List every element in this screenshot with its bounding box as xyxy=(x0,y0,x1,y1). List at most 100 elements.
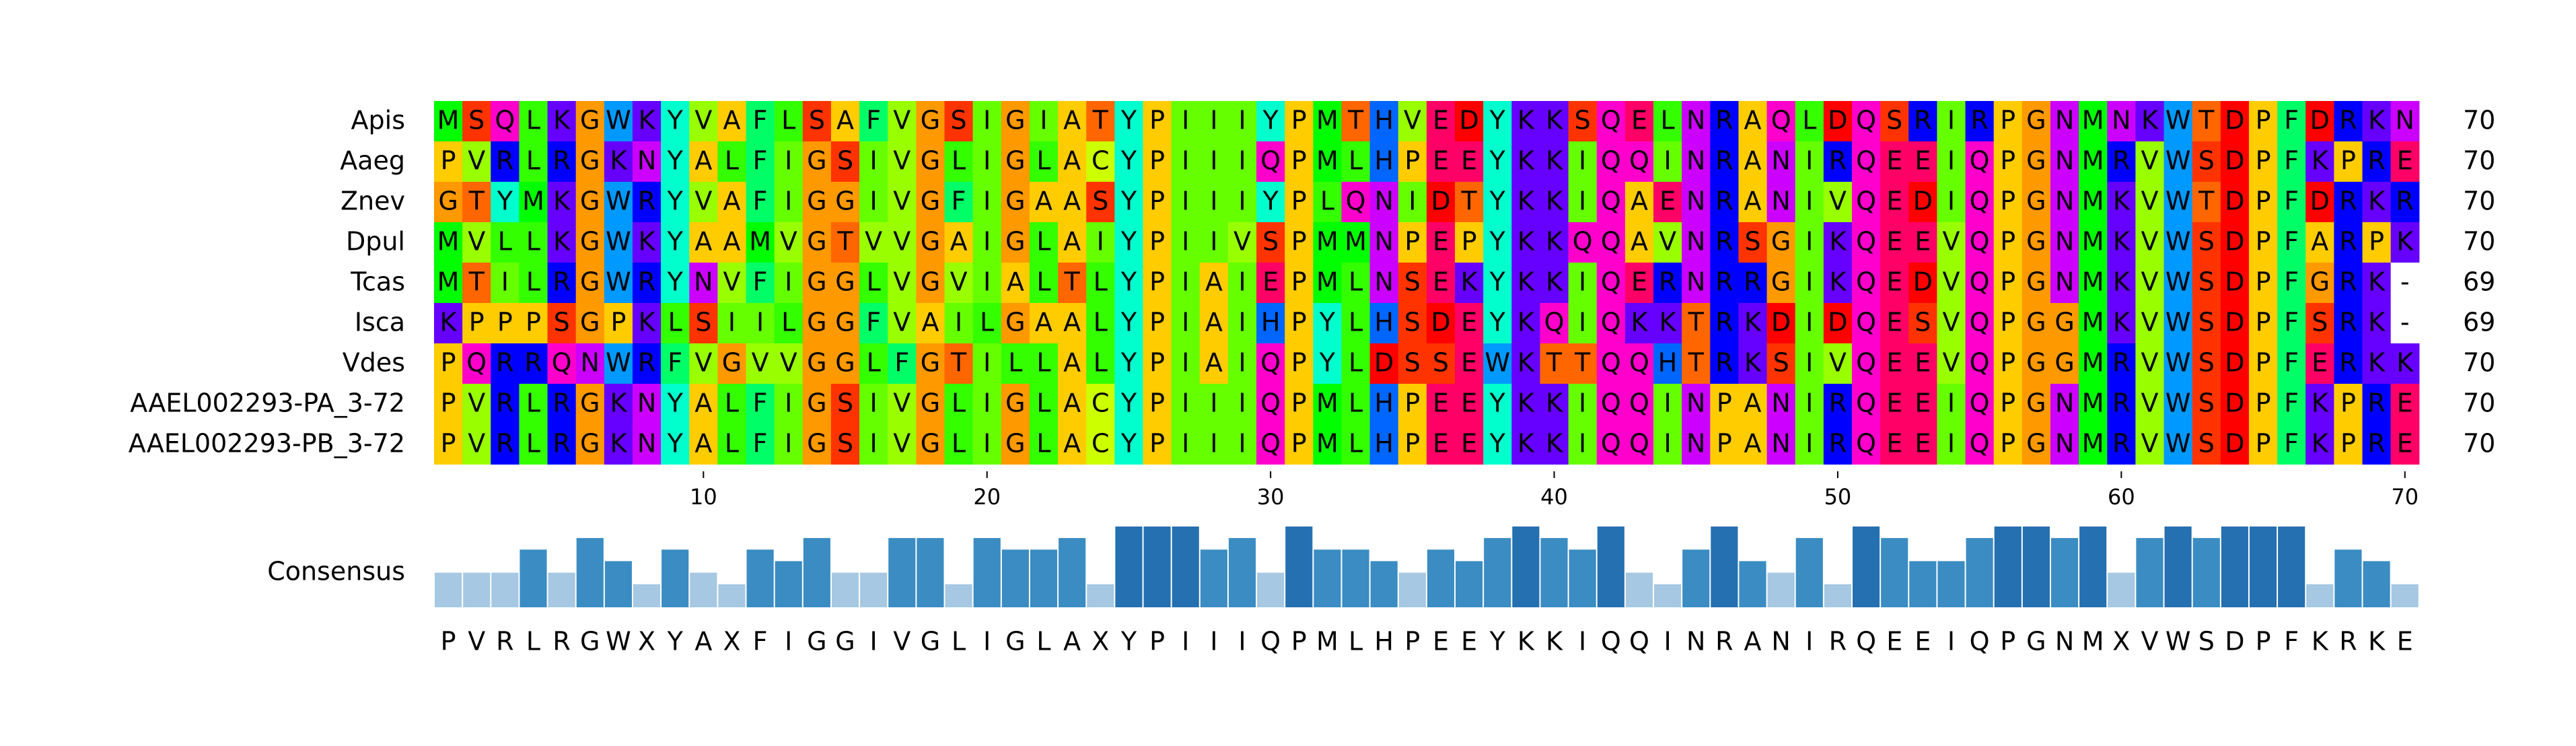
residue-letter: D xyxy=(1459,106,1478,135)
residue-cell xyxy=(2079,263,2108,303)
residue-letter: G xyxy=(1005,186,1025,216)
residue-cell xyxy=(1908,141,1938,182)
residue-cell xyxy=(2334,343,2363,384)
consensus-letter: R xyxy=(1829,627,1847,656)
residue-cell xyxy=(1313,343,1343,384)
residue-cell xyxy=(888,424,917,465)
residue-letter: I xyxy=(1663,146,1671,176)
consensus-letter: G xyxy=(807,627,826,656)
residue-cell xyxy=(2248,222,2278,263)
residue-letter: N xyxy=(581,348,600,378)
axis-tick-label: 20 xyxy=(973,484,1001,510)
residue-letter: L xyxy=(980,308,994,337)
residue-cell xyxy=(774,424,803,465)
residue-letter: N xyxy=(1686,429,1705,459)
residue-letter: G xyxy=(1005,388,1025,418)
residue-letter: L xyxy=(668,308,682,337)
consensus-letter: G xyxy=(580,627,600,656)
conservation-bar xyxy=(1342,549,1369,607)
residue-letter: N xyxy=(2055,227,2074,257)
axis-tick-label: 50 xyxy=(1824,484,1852,510)
residue-cell xyxy=(1313,222,1343,263)
residue-cell xyxy=(1426,182,1456,222)
residue-letter: V xyxy=(694,106,712,135)
consensus-letter: K xyxy=(1546,627,1563,656)
residue-letter: V xyxy=(893,186,910,216)
residue-cell xyxy=(1199,343,1229,384)
residue-letter: K xyxy=(2368,106,2386,135)
residue-letter: Y xyxy=(1120,146,1137,176)
residue-letter: - xyxy=(2400,308,2410,337)
conservation-bar xyxy=(718,584,746,607)
consensus-letter: W xyxy=(606,627,631,656)
residue-letter: G xyxy=(921,388,940,418)
residue-letter: I xyxy=(1238,267,1246,297)
residue-letter: Q xyxy=(1970,429,1990,459)
residue-letter: A xyxy=(2311,227,2328,257)
residue-letter: Q xyxy=(1629,429,1649,459)
position-axis: 10 20 30 40 50 60 70 xyxy=(690,471,2419,510)
residue-letter: P xyxy=(1149,308,1165,337)
residue-letter: L xyxy=(1349,308,1363,337)
residue-cell xyxy=(2022,182,2051,222)
residue-letter: L xyxy=(1661,106,1675,135)
residue-cell xyxy=(1171,101,1201,141)
residue-letter: V xyxy=(468,146,485,176)
residue-cell xyxy=(1766,182,1796,222)
residue-letter: K xyxy=(553,106,571,135)
residue-cell xyxy=(916,141,945,182)
residue-letter: K xyxy=(553,227,571,257)
residue-letter: T xyxy=(1546,348,1563,378)
residue-letter: Q xyxy=(1970,186,1990,216)
residue-letter: P xyxy=(2340,429,2356,459)
residue-cell xyxy=(1029,424,1059,465)
conservation-bar xyxy=(690,572,717,607)
residue-cell xyxy=(2362,101,2392,141)
residue-letter: I xyxy=(1238,348,1246,378)
consensus-letter: I xyxy=(1947,627,1955,656)
residue-cell xyxy=(1738,303,1768,343)
residue-letter: I xyxy=(983,429,991,459)
conservation-bar xyxy=(633,584,661,607)
residue-cell xyxy=(2220,263,2250,303)
residue-cell xyxy=(1682,384,1711,424)
residue-letter: S xyxy=(1092,186,1108,216)
axis-tick-label: 10 xyxy=(690,484,717,510)
residue-letter: P xyxy=(2256,308,2271,337)
residue-letter: T xyxy=(950,348,967,378)
residue-cell xyxy=(830,182,860,222)
residue-cell xyxy=(1823,182,1853,222)
residue-letter: L xyxy=(526,267,540,297)
residue-letter: K xyxy=(2368,186,2386,216)
conservation-bar xyxy=(775,561,802,607)
conservation-bar xyxy=(604,561,632,607)
residue-letter: C xyxy=(1092,146,1110,176)
residue-cell xyxy=(1455,182,1484,222)
residue-letter: P xyxy=(2256,227,2271,257)
residue-cell xyxy=(2362,424,2392,465)
residue-cell xyxy=(1313,424,1343,465)
residue-cell xyxy=(1965,222,1995,263)
residue-letter: P xyxy=(1717,429,1732,459)
residue-letter: M xyxy=(1316,227,1338,257)
residue-letter: S xyxy=(695,308,711,337)
residue-cell xyxy=(1682,343,1711,384)
residue-letter: Y xyxy=(1262,106,1279,135)
residue-cell xyxy=(972,343,1002,384)
residue-letter: V xyxy=(780,348,797,378)
residue-cell xyxy=(2277,141,2306,182)
residue-letter: K xyxy=(1659,308,1677,337)
residue-cell xyxy=(1199,384,1229,424)
residue-cell xyxy=(1199,182,1229,222)
residue-letter: A xyxy=(1744,146,1762,176)
residue-cell xyxy=(1285,384,1314,424)
residue-letter: R xyxy=(496,146,513,176)
residue-cell xyxy=(1058,101,1087,141)
residue-cell xyxy=(1086,182,1115,222)
residue-cell xyxy=(632,384,661,424)
residue-letter: M xyxy=(2082,348,2104,378)
conservation-bar xyxy=(2079,527,2107,607)
consensus-letter: V xyxy=(2141,627,2158,656)
residue-letter: M xyxy=(1345,227,1367,257)
residue-cell xyxy=(1483,101,1512,141)
